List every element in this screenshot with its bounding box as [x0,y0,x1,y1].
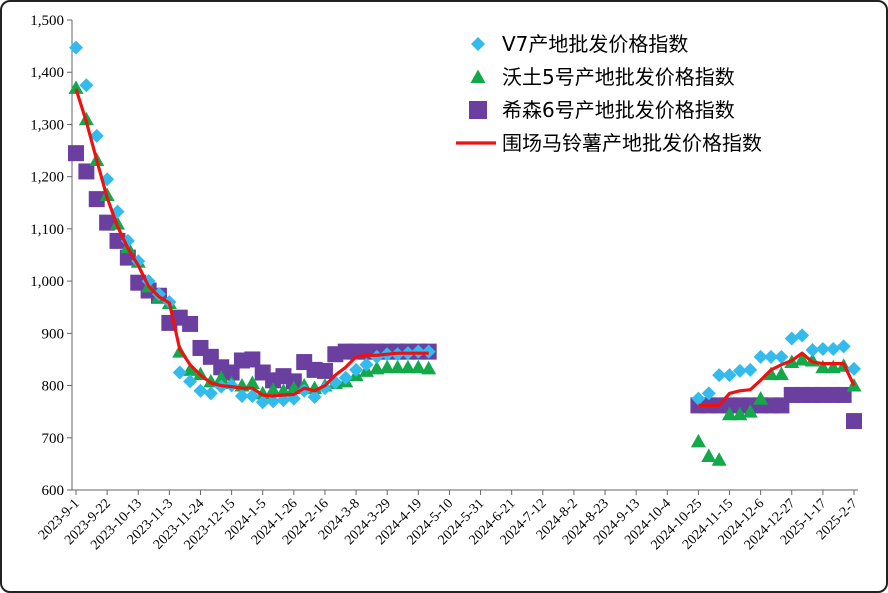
v7-point [805,343,820,358]
v7-point [317,381,332,396]
legend-wotu5-marker [470,69,486,83]
v7-point [338,370,353,385]
v7-point [297,383,312,398]
v7-point [784,331,799,346]
xisen6-point [244,351,261,368]
y-tick-label: 1,000 [30,274,64,290]
v7-point [732,363,747,378]
v7-point [815,342,830,356]
y-tick-label: 700 [42,431,65,447]
wotu5-point [400,359,416,374]
v7-point [172,365,187,380]
wotu5-point [369,360,385,375]
wotu5-point [753,391,769,405]
wotu5-point [742,404,758,418]
chart-legend: V7产地批发价格指数沃土5号产地批发价格指数希森6号产地批发价格指数围场马铃薯产… [456,32,762,155]
v7-point [307,390,322,405]
y-tick-label: 1,400 [30,65,64,81]
y-tick-label: 900 [42,326,65,342]
legend-label-v7: V7产地批发价格指数 [502,32,688,56]
xisen6-point [88,191,105,208]
xisen6-point [182,315,199,332]
wotu5-point [265,382,281,396]
v7-point [359,357,374,372]
y-tick-label: 1,100 [30,222,64,238]
v7-point [266,394,281,409]
v7-point [701,386,716,401]
v7-point [79,78,94,93]
wotu5-point [390,359,406,374]
v7-point [234,389,249,403]
v7-point [764,349,779,364]
v7-point [349,362,364,377]
legend-v7-marker [471,37,485,51]
xisen6-point [846,413,862,430]
wotu5-point [421,360,437,375]
v7-point [69,40,83,55]
v7-point [245,389,260,403]
legend-label-wotu5: 沃土5号产地批发价格指数 [502,65,735,89]
xisen6-point [68,145,84,162]
xisen6-point [316,362,333,379]
legend-label-weichang: 围场马铃薯产地批发价格指数 [502,131,762,155]
v7-point [722,368,737,383]
wotu5-point [711,452,727,466]
xisen6-point [78,163,95,180]
v7-point [743,362,758,377]
y-tick-label: 600 [42,483,65,499]
v7-point [847,361,861,376]
v7-point [753,349,768,364]
y-tick-label: 800 [42,379,65,395]
y-tick-label: 1,500 [30,13,64,29]
wotu5-point [722,406,738,421]
v7-point [691,391,706,406]
v7-point [774,349,789,364]
y-ticks: 600 700 800 900 1,000 1,100 1,200 1,300 1,400 1,5… [30,13,72,499]
wotu5-point [379,359,395,374]
v7-point [89,128,104,143]
v7-point [826,342,841,356]
legend-label-xisen6: 希森6号产地批发价格指数 [502,98,735,122]
wotu5-point [701,448,717,463]
legend-xisen6-marker [469,101,487,119]
x-ticks: 2023-9-12023-9-222023-10-132023-11-32023… [36,490,861,553]
wotu5-point [213,370,229,384]
y-tick-label: 1,300 [30,117,64,133]
wotu5-point [815,359,831,374]
v7-point [795,328,810,343]
v7-point [183,374,198,389]
v7-point [203,386,218,401]
wotu5-point [825,359,841,374]
series-line-weichang [74,88,856,407]
wotu5-point [244,375,260,389]
y-tick-label: 1,200 [30,170,64,186]
wotu5-point [410,359,426,374]
wotu5-point [794,351,810,366]
series-markers [68,40,862,466]
xisen6-point [99,214,116,231]
v7-point [193,383,208,398]
wotu5-point [773,366,789,381]
v7-point [836,339,851,354]
wotu5-point [690,433,706,448]
series-lines [74,88,856,407]
v7-point [255,395,270,410]
xisen6-point [223,364,240,381]
v7-point [712,368,727,383]
wotu5-point [68,80,84,94]
wotu5-point [763,366,779,381]
